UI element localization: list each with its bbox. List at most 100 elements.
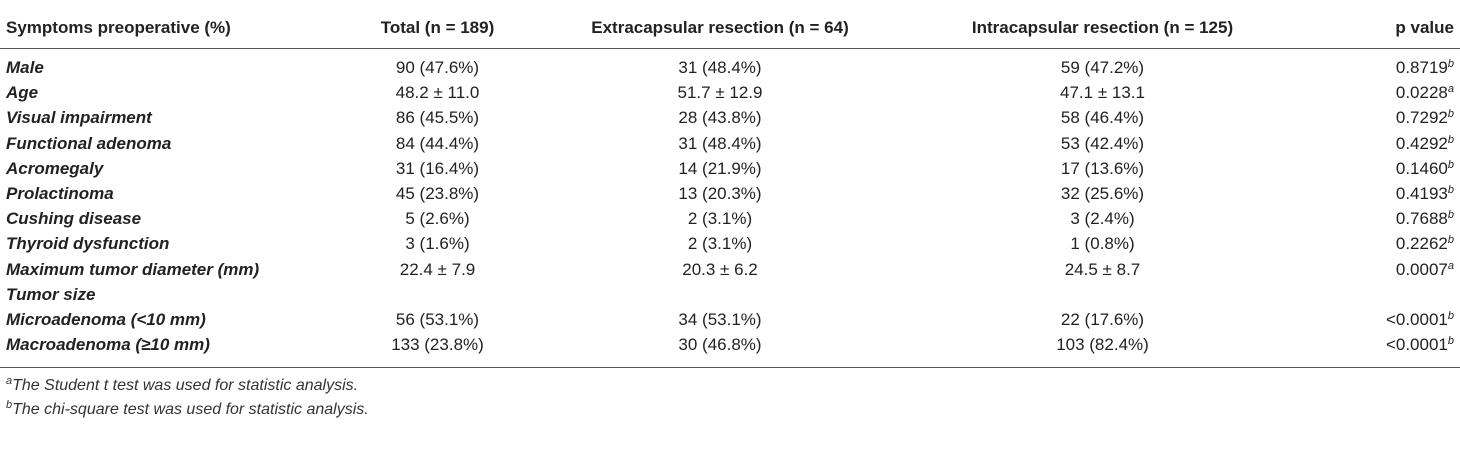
table-row: Visual impairment 86 (45.5%) 28 (43.8%) … — [0, 105, 1460, 130]
p-value-text: 0.4292 — [1395, 133, 1448, 153]
cell-intracapsular: 1 (0.8%) — [1070, 234, 1135, 254]
p-value-text: <0.0001 — [1385, 309, 1448, 329]
cell-p-value: 0.7688b — [1295, 206, 1460, 231]
footnote-marker: b — [1447, 184, 1454, 197]
cell-extracapsular: 14 (21.9%) — [678, 158, 762, 178]
cell-extracapsular: 51.7 ± 12.9 — [677, 83, 763, 103]
cell-extracapsular: 30 (46.8%) — [678, 335, 762, 355]
footnote: aThe Student t test was used for statist… — [6, 374, 1460, 398]
cell-total: 3 (1.6%) — [405, 234, 470, 254]
row-label: Maximum tumor diameter (mm) — [6, 259, 260, 279]
footnote-marker: a — [1447, 259, 1454, 272]
row-label: Age — [6, 83, 39, 103]
footnote-mark: b — [6, 399, 13, 412]
table-row: Microadenoma (<10 mm) 56 (53.1%) 34 (53.… — [0, 307, 1460, 332]
cell-intracapsular: 47.1 ± 13.1 — [1060, 83, 1145, 103]
cell-intracapsular: 24.5 ± 8.7 — [1064, 259, 1141, 279]
footnote-marker: b — [1447, 108, 1454, 121]
p-value-text: 0.7292 — [1395, 108, 1448, 128]
cell-extracapsular: 2 (3.1%) — [687, 209, 753, 229]
cell-p-value — [1295, 282, 1460, 307]
row-label: Macroadenoma (≥10 mm) — [6, 335, 210, 355]
header-row: Symptoms preoperative (%) Total (n = 189… — [0, 8, 1460, 49]
cell-extracapsular: 31 (48.4%) — [678, 58, 762, 78]
footnote-text: The chi-square test was used for statist… — [12, 401, 369, 419]
table-row-section: Tumor size — [0, 282, 1460, 307]
section-label: Tumor size — [6, 284, 96, 304]
results-table-container: Symptoms preoperative (%) Total (n = 189… — [0, 8, 1460, 422]
p-value-text: 0.7688 — [1395, 209, 1448, 229]
table-row: Functional adenoma 84 (44.4%) 31 (48.4%)… — [0, 131, 1460, 156]
cell-intracapsular: 32 (25.6%) — [1060, 184, 1145, 204]
cell-extracapsular: 20.3 ± 6.2 — [682, 259, 758, 279]
footnote-text: The Student t test was used for statisti… — [12, 377, 359, 395]
cell-extracapsular: 2 (3.1%) — [687, 234, 753, 254]
cell-p-value: 0.1460b — [1295, 156, 1460, 181]
cell-intracapsular: 3 (2.4%) — [1070, 209, 1135, 229]
cell-total — [345, 282, 530, 307]
footnote-marker: b — [1447, 335, 1454, 348]
row-label: Acromegaly — [6, 158, 104, 178]
cell-total: 84 (44.4%) — [395, 133, 480, 153]
header-symptoms: Symptoms preoperative (%) — [6, 18, 231, 37]
cell-intracapsular: 59 (47.2%) — [1060, 58, 1145, 78]
cell-total: 45 (23.8%) — [395, 184, 480, 204]
cell-intracapsular: 17 (13.6%) — [1060, 158, 1145, 178]
cell-intracapsular: 22 (17.6%) — [1060, 309, 1145, 329]
row-label: Prolactinoma — [6, 184, 114, 204]
cell-total: 56 (53.1%) — [395, 309, 480, 329]
cell-p-value: 0.2262b — [1295, 231, 1460, 256]
footnote-marker: b — [1447, 58, 1454, 71]
cell-extracapsular: 31 (48.4%) — [678, 133, 762, 153]
footnote-marker: b — [1447, 209, 1454, 222]
p-value-text: 0.0228 — [1395, 83, 1448, 103]
row-label: Thyroid dysfunction — [6, 234, 170, 254]
table-row: Cushing disease 5 (2.6%) 2 (3.1%) 3 (2.4… — [0, 206, 1460, 231]
footnote-marker: b — [1447, 158, 1454, 171]
header-intracapsular: Intracapsular resection (n = 125) — [971, 18, 1234, 37]
table-body: Male 90 (47.6%) 31 (48.4%) 59 (47.2%) 0.… — [0, 49, 1460, 364]
cell-p-value: <0.0001b — [1295, 332, 1460, 363]
table-header: Symptoms preoperative (%) Total (n = 189… — [0, 8, 1460, 49]
cell-intracapsular — [910, 282, 1295, 307]
cell-total: 22.4 ± 7.9 — [399, 259, 476, 279]
p-value-text: 0.4193 — [1395, 184, 1448, 204]
cell-p-value: <0.0001b — [1295, 307, 1460, 332]
table-bottom-rule — [0, 367, 1460, 369]
cell-p-value: 0.8719b — [1295, 49, 1460, 81]
cell-p-value: 0.7292b — [1295, 105, 1460, 130]
cell-p-value: 0.4193b — [1295, 181, 1460, 206]
table-footnotes: aThe Student t test was used for statist… — [0, 368, 1460, 422]
cell-total: 133 (23.8%) — [391, 335, 484, 355]
cell-p-value: 0.4292b — [1295, 131, 1460, 156]
table-row: Age 48.2 ± 11.0 51.7 ± 12.9 47.1 ± 13.1 … — [0, 80, 1460, 105]
header-p-value: p value — [1395, 18, 1454, 37]
row-label: Visual impairment — [6, 108, 152, 128]
cell-intracapsular: 58 (46.4%) — [1060, 108, 1145, 128]
p-value-text: 0.2262 — [1395, 234, 1448, 254]
table-row: Macroadenoma (≥10 mm) 133 (23.8%) 30 (46… — [0, 332, 1460, 363]
table-row: Prolactinoma 45 (23.8%) 13 (20.3%) 32 (2… — [0, 181, 1460, 206]
row-label: Cushing disease — [6, 209, 142, 229]
cell-total: 86 (45.5%) — [395, 108, 480, 128]
cell-intracapsular: 103 (82.4%) — [1056, 335, 1149, 355]
cell-extracapsular: 34 (53.1%) — [678, 309, 762, 329]
results-table: Symptoms preoperative (%) Total (n = 189… — [0, 8, 1460, 363]
cell-total: 48.2 ± 11.0 — [395, 83, 480, 103]
cell-intracapsular: 53 (42.4%) — [1060, 133, 1145, 153]
header-total: Total (n = 189) — [380, 18, 495, 37]
row-label: Functional adenoma — [6, 133, 172, 153]
table-row: Male 90 (47.6%) 31 (48.4%) 59 (47.2%) 0.… — [0, 49, 1460, 81]
row-label: Microadenoma (<10 mm) — [6, 309, 206, 329]
table-row: Acromegaly 31 (16.4%) 14 (21.9%) 17 (13.… — [0, 156, 1460, 181]
p-value-text: 0.1460 — [1395, 158, 1448, 178]
cell-total: 31 (16.4%) — [395, 158, 480, 178]
p-value-text: 0.0007 — [1395, 259, 1448, 279]
cell-total: 90 (47.6%) — [395, 58, 480, 78]
table-row: Thyroid dysfunction 3 (1.6%) 2 (3.1%) 1 … — [0, 231, 1460, 256]
row-label: Male — [6, 58, 44, 78]
cell-p-value: 0.0007a — [1295, 257, 1460, 282]
footnote-marker: b — [1447, 234, 1454, 247]
p-value-text: <0.0001 — [1385, 335, 1448, 355]
footnote-marker: a — [1447, 83, 1454, 96]
